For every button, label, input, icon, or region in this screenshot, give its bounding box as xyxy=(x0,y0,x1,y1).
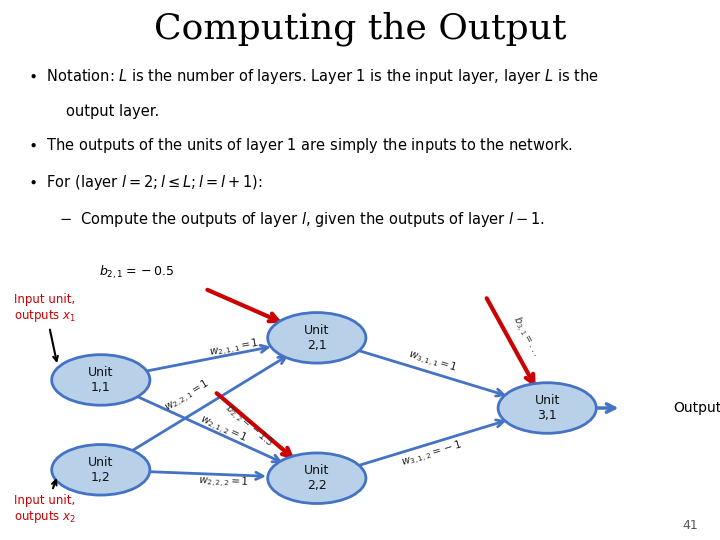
Text: $w_{3,1,1} = 1$: $w_{3,1,1} = 1$ xyxy=(405,347,459,376)
Text: $w_{2,2,1} = 1$: $w_{2,2,1} = 1$ xyxy=(162,377,212,416)
Ellipse shape xyxy=(52,444,150,495)
Text: Computing the Output: Computing the Output xyxy=(154,12,566,46)
Text: Unit
1,1: Unit 1,1 xyxy=(88,366,114,394)
Text: Unit
2,1: Unit 2,1 xyxy=(304,324,330,352)
Text: $\bullet$  The outputs of the units of layer 1 are simply the inputs to the netw: $\bullet$ The outputs of the units of la… xyxy=(29,136,574,156)
Text: Unit
3,1: Unit 3,1 xyxy=(534,394,560,422)
Ellipse shape xyxy=(268,313,366,363)
Text: $w_{2,1,2} = 1$: $w_{2,1,2} = 1$ xyxy=(197,412,249,447)
Text: $w_{3,1,2} = -1$: $w_{3,1,2} = -1$ xyxy=(400,438,464,471)
Text: $w_{2,2,2} = 1$: $w_{2,2,2} = 1$ xyxy=(198,474,248,491)
Text: output layer.: output layer. xyxy=(66,104,159,119)
Text: Input unit,
outputs $x_1$: Input unit, outputs $x_1$ xyxy=(14,293,76,361)
Text: $\bullet$  For (layer $l = 2; l \leq L; l = l + 1$):: $\bullet$ For (layer $l = 2; l \leq L; l… xyxy=(29,173,264,192)
Text: Unit
2,2: Unit 2,2 xyxy=(304,464,330,492)
Ellipse shape xyxy=(52,355,150,405)
Text: Unit
1,2: Unit 1,2 xyxy=(88,456,114,484)
Text: $\bullet$  Notation: $L$ is the number of layers. Layer 1 is the input layer, la: $\bullet$ Notation: $L$ is the number of… xyxy=(29,67,599,86)
Ellipse shape xyxy=(268,453,366,503)
Text: 41: 41 xyxy=(683,518,698,531)
Text: Input unit,
outputs $x_2$: Input unit, outputs $x_2$ xyxy=(14,480,76,525)
Ellipse shape xyxy=(498,383,596,433)
Text: $-$  Compute the outputs of layer $l$, given the outputs of layer $l - 1$.: $-$ Compute the outputs of layer $l$, gi… xyxy=(59,210,545,229)
Text: Output:: Output: xyxy=(673,401,720,415)
Text: $b_{2,2} = -1.5$: $b_{2,2} = -1.5$ xyxy=(221,401,276,451)
Text: $b_{2,1} = -0.5$: $b_{2,1} = -0.5$ xyxy=(99,263,174,281)
Text: $w_{2,1,1} = 1$: $w_{2,1,1} = 1$ xyxy=(208,337,260,361)
Text: $b_{3,1} = ...$: $b_{3,1} = ...$ xyxy=(508,314,543,360)
